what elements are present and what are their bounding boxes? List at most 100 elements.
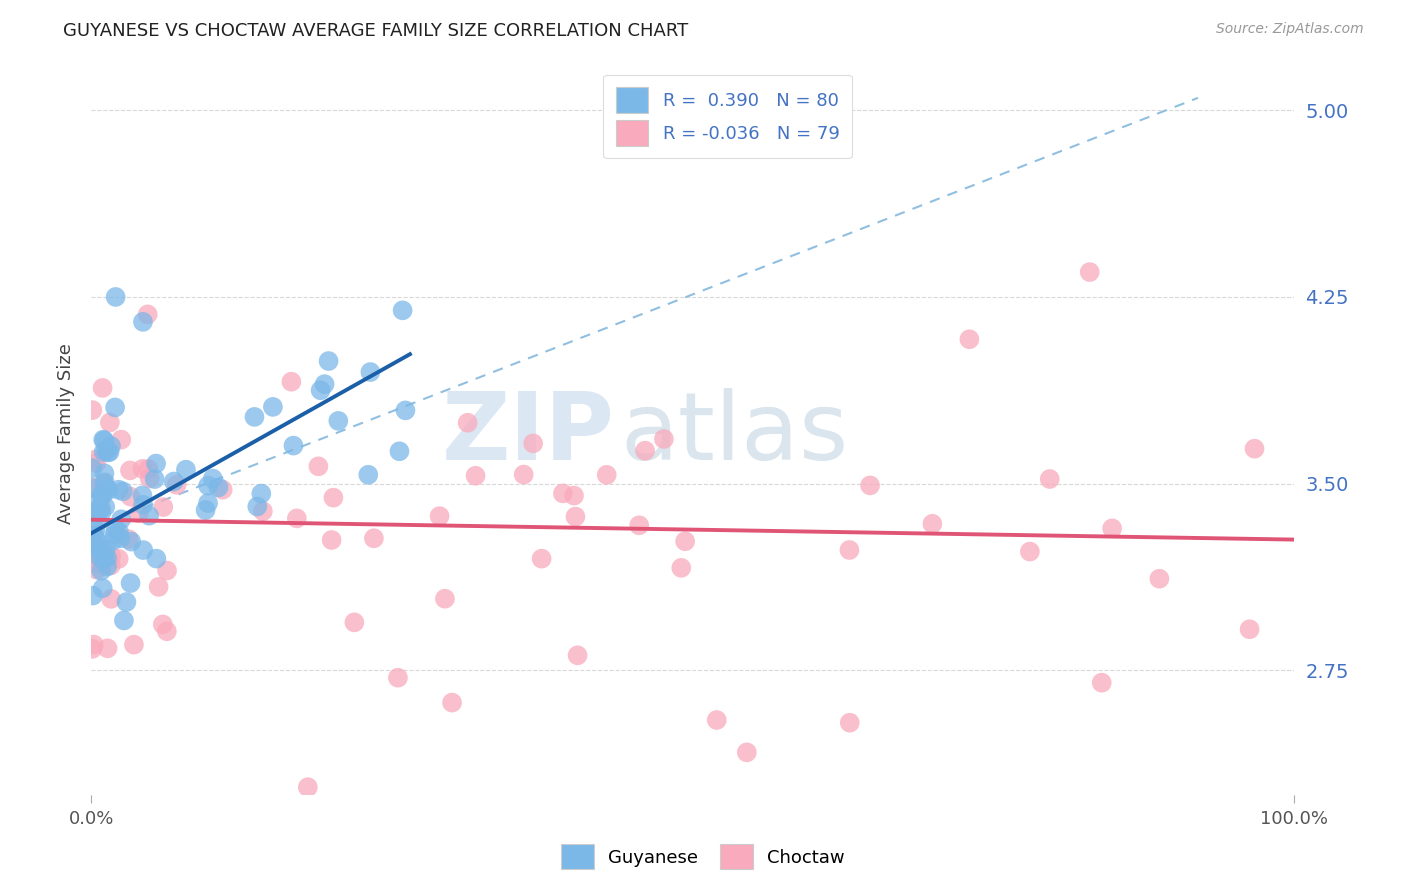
Point — [98, 416, 121, 430]
Point — [104, 401, 127, 415]
Point — [1018, 544, 1040, 558]
Point — [82, 641, 104, 656]
Text: GUYANESE VS CHOCTAW AVERAGE FAMILY SIZE CORRELATION CHART: GUYANESE VS CHOCTAW AVERAGE FAMILY SIZE … — [63, 22, 689, 40]
Point — [90, 501, 112, 516]
Point — [96, 481, 118, 495]
Point — [197, 496, 219, 510]
Point — [394, 403, 416, 417]
Point — [91, 381, 114, 395]
Point — [512, 467, 534, 482]
Point — [132, 543, 155, 558]
Point — [86, 456, 108, 470]
Point — [104, 290, 127, 304]
Point — [838, 715, 860, 730]
Point — [131, 462, 153, 476]
Point — [280, 375, 302, 389]
Point — [145, 457, 167, 471]
Point — [735, 745, 758, 759]
Point — [104, 522, 127, 536]
Text: atlas: atlas — [620, 388, 849, 480]
Point — [87, 506, 110, 520]
Point — [82, 536, 104, 550]
Point — [634, 443, 657, 458]
Point — [98, 445, 121, 459]
Text: Source: ZipAtlas.com: Source: ZipAtlas.com — [1216, 22, 1364, 37]
Point — [1243, 442, 1265, 456]
Point — [118, 532, 141, 546]
Point — [441, 696, 464, 710]
Point — [652, 432, 675, 446]
Point — [1101, 521, 1123, 535]
Point — [628, 518, 651, 533]
Point — [132, 315, 155, 329]
Point — [152, 617, 174, 632]
Point — [90, 506, 112, 520]
Point — [93, 476, 115, 491]
Point — [457, 416, 479, 430]
Point — [596, 467, 619, 482]
Point — [90, 488, 112, 502]
Point — [103, 527, 125, 541]
Point — [464, 468, 486, 483]
Point — [84, 523, 107, 537]
Point — [307, 459, 329, 474]
Point — [309, 384, 332, 398]
Point — [136, 307, 159, 321]
Point — [138, 471, 160, 485]
Point — [530, 551, 553, 566]
Point — [111, 484, 134, 499]
Point — [433, 591, 456, 606]
Point — [297, 780, 319, 795]
Point — [1239, 622, 1261, 636]
Point — [91, 552, 114, 566]
Point — [91, 582, 114, 596]
Point — [91, 433, 114, 447]
Point — [97, 445, 120, 459]
Point — [551, 486, 574, 500]
Point — [100, 558, 122, 573]
Point — [387, 671, 409, 685]
Point — [859, 478, 882, 492]
Point — [108, 524, 131, 539]
Point — [82, 481, 104, 495]
Legend: Guyanese, Choctaw: Guyanese, Choctaw — [553, 835, 853, 879]
Point — [131, 488, 153, 502]
Point — [138, 508, 160, 523]
Point — [115, 595, 138, 609]
Point — [128, 507, 150, 521]
Point — [143, 472, 166, 486]
Point — [96, 559, 118, 574]
Point — [93, 434, 115, 448]
Point — [522, 436, 544, 450]
Point — [567, 648, 589, 663]
Point — [86, 563, 108, 577]
Point — [82, 530, 104, 544]
Point — [328, 414, 350, 428]
Point — [84, 541, 107, 555]
Point — [706, 713, 728, 727]
Point — [174, 463, 197, 477]
Point — [357, 467, 380, 482]
Point — [110, 433, 132, 447]
Point — [86, 533, 108, 548]
Point — [82, 461, 104, 475]
Point — [671, 561, 693, 575]
Point — [100, 549, 122, 564]
Point — [107, 552, 129, 566]
Point — [82, 403, 104, 417]
Point — [250, 486, 273, 500]
Legend: R =  0.390   N = 80, R = -0.036   N = 79: R = 0.390 N = 80, R = -0.036 N = 79 — [603, 75, 852, 159]
Point — [314, 377, 336, 392]
Point — [93, 549, 115, 563]
Point — [122, 638, 145, 652]
Point — [120, 490, 142, 504]
Point — [285, 511, 308, 525]
Point — [86, 496, 108, 510]
Point — [243, 409, 266, 424]
Point — [94, 500, 117, 514]
Point — [343, 615, 366, 630]
Point — [94, 541, 117, 556]
Point — [194, 503, 217, 517]
Point — [156, 624, 179, 639]
Point — [96, 550, 118, 565]
